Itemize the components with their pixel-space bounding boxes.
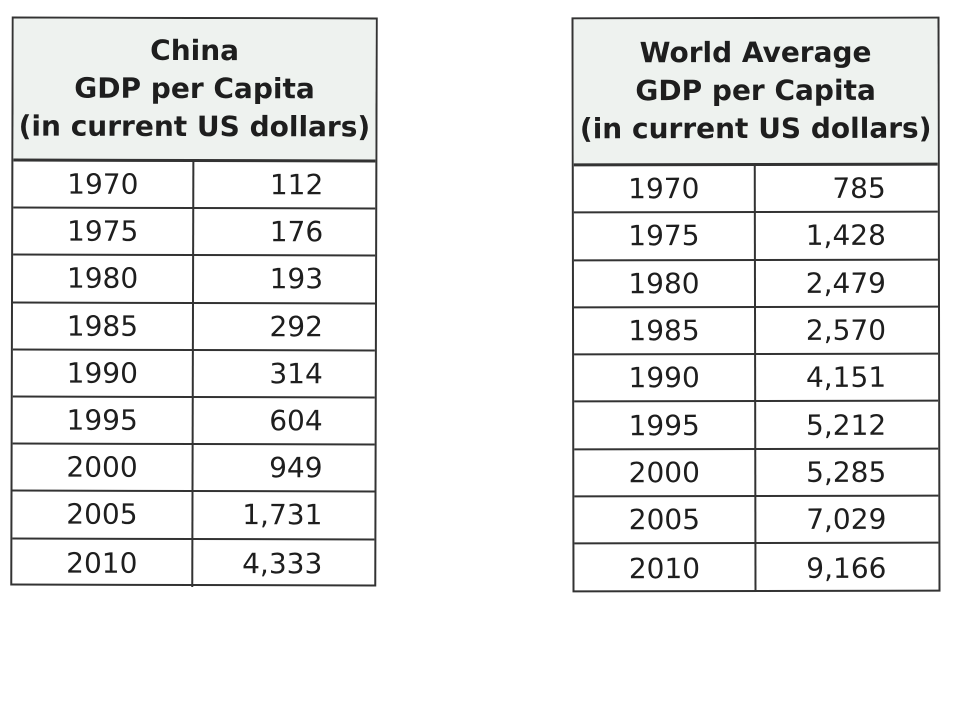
table-row: 1985 292 (12, 303, 375, 352)
world-table-units: (in current US dollars) (579, 111, 932, 146)
year-cell: 2010 (12, 539, 194, 587)
world-table-subtitle: GDP per Capita (635, 73, 876, 108)
year-cell: 1970 (13, 161, 195, 208)
year-cell: 1970 (573, 166, 756, 212)
year-cell: 1995 (574, 402, 757, 449)
table-row: 2000 949 (12, 444, 375, 493)
year-cell: 1980 (573, 260, 757, 307)
year-cell: 2005 (12, 491, 194, 538)
gdp-value-cell: 949 (269, 451, 323, 485)
table-row: 2005 1,731 (12, 491, 375, 540)
gdp-value-cell: 4,151 (805, 361, 887, 395)
year-cell: 2005 (574, 497, 757, 543)
year-cell: 2000 (574, 449, 757, 496)
gdp-value-cell: 2,570 (805, 313, 887, 347)
china-gdp-table: China GDP per Capita (in current US doll… (10, 16, 378, 588)
china-table-subtitle: GDP per Capita (74, 71, 315, 106)
year-cell: 1990 (574, 355, 757, 401)
gdp-value-cell: 9,166 (806, 551, 887, 585)
gdp-value-cell: 5,285 (806, 455, 887, 489)
gdp-value-cell: 7,029 (806, 502, 887, 537)
gdp-value-cell: 4,333 (242, 546, 323, 580)
china-table-units: (in current US dollars) (18, 109, 371, 144)
gdp-value-cell: 604 (269, 404, 323, 438)
gdp-value-cell: 785 (832, 171, 886, 206)
table-row: 2010 4,333 (12, 539, 374, 587)
gdp-value-cell: 2,479 (805, 266, 886, 300)
year-cell: 1990 (12, 350, 194, 396)
table-row: 1995 604 (12, 397, 375, 446)
table-row: 1990 4,151 (574, 354, 939, 403)
year-cell: 1985 (574, 307, 757, 354)
table-row: 2010 9,166 (574, 544, 938, 592)
gdp-value-cell: 1,428 (805, 219, 886, 253)
year-cell: 1975 (573, 213, 756, 259)
china-table-body: 1970 112 1975 176 1980 193 1985 292 1990… (12, 161, 376, 588)
table-row: 2005 7,029 (574, 496, 939, 545)
gdp-value-cell: 112 (269, 168, 324, 202)
gdp-value-cell: 176 (269, 215, 324, 249)
table-row: 1975 1,428 (573, 212, 938, 261)
gdp-value-cell: 5,212 (806, 408, 887, 442)
table-row: 1975 176 (13, 208, 376, 257)
world-gdp-table: World Average GDP per Capita (in current… (571, 16, 941, 593)
year-cell: 1975 (13, 208, 195, 255)
year-cell: 1985 (12, 303, 194, 349)
table-row: 1970 112 (13, 161, 376, 210)
gdp-value-cell: 314 (269, 357, 323, 391)
gdp-value-cell: 193 (269, 262, 324, 296)
year-cell: 2010 (574, 544, 757, 592)
china-table-header: China GDP per Capita (in current US doll… (13, 18, 376, 163)
world-table-body: 1970 785 1975 1,428 1980 2,479 1985 2,57… (573, 165, 939, 592)
world-table-header: World Average GDP per Capita (in current… (573, 18, 938, 167)
year-cell: 2000 (12, 444, 194, 491)
year-cell: 1980 (13, 255, 195, 302)
china-table-title: China (150, 33, 240, 68)
table-row: 1980 193 (12, 255, 376, 305)
world-table-title: World Average (639, 35, 872, 70)
table-row: 1995 5,212 (574, 402, 939, 451)
table-row: 1990 314 (12, 350, 375, 399)
gdp-value-cell: 1,731 (242, 498, 323, 532)
table-row: 1980 2,479 (573, 260, 939, 309)
table-row: 2000 5,285 (574, 449, 939, 498)
table-row: 1970 785 (573, 165, 938, 214)
year-cell: 1995 (12, 397, 194, 444)
gdp-value-cell: 292 (269, 309, 323, 343)
table-row: 1985 2,570 (574, 307, 939, 356)
